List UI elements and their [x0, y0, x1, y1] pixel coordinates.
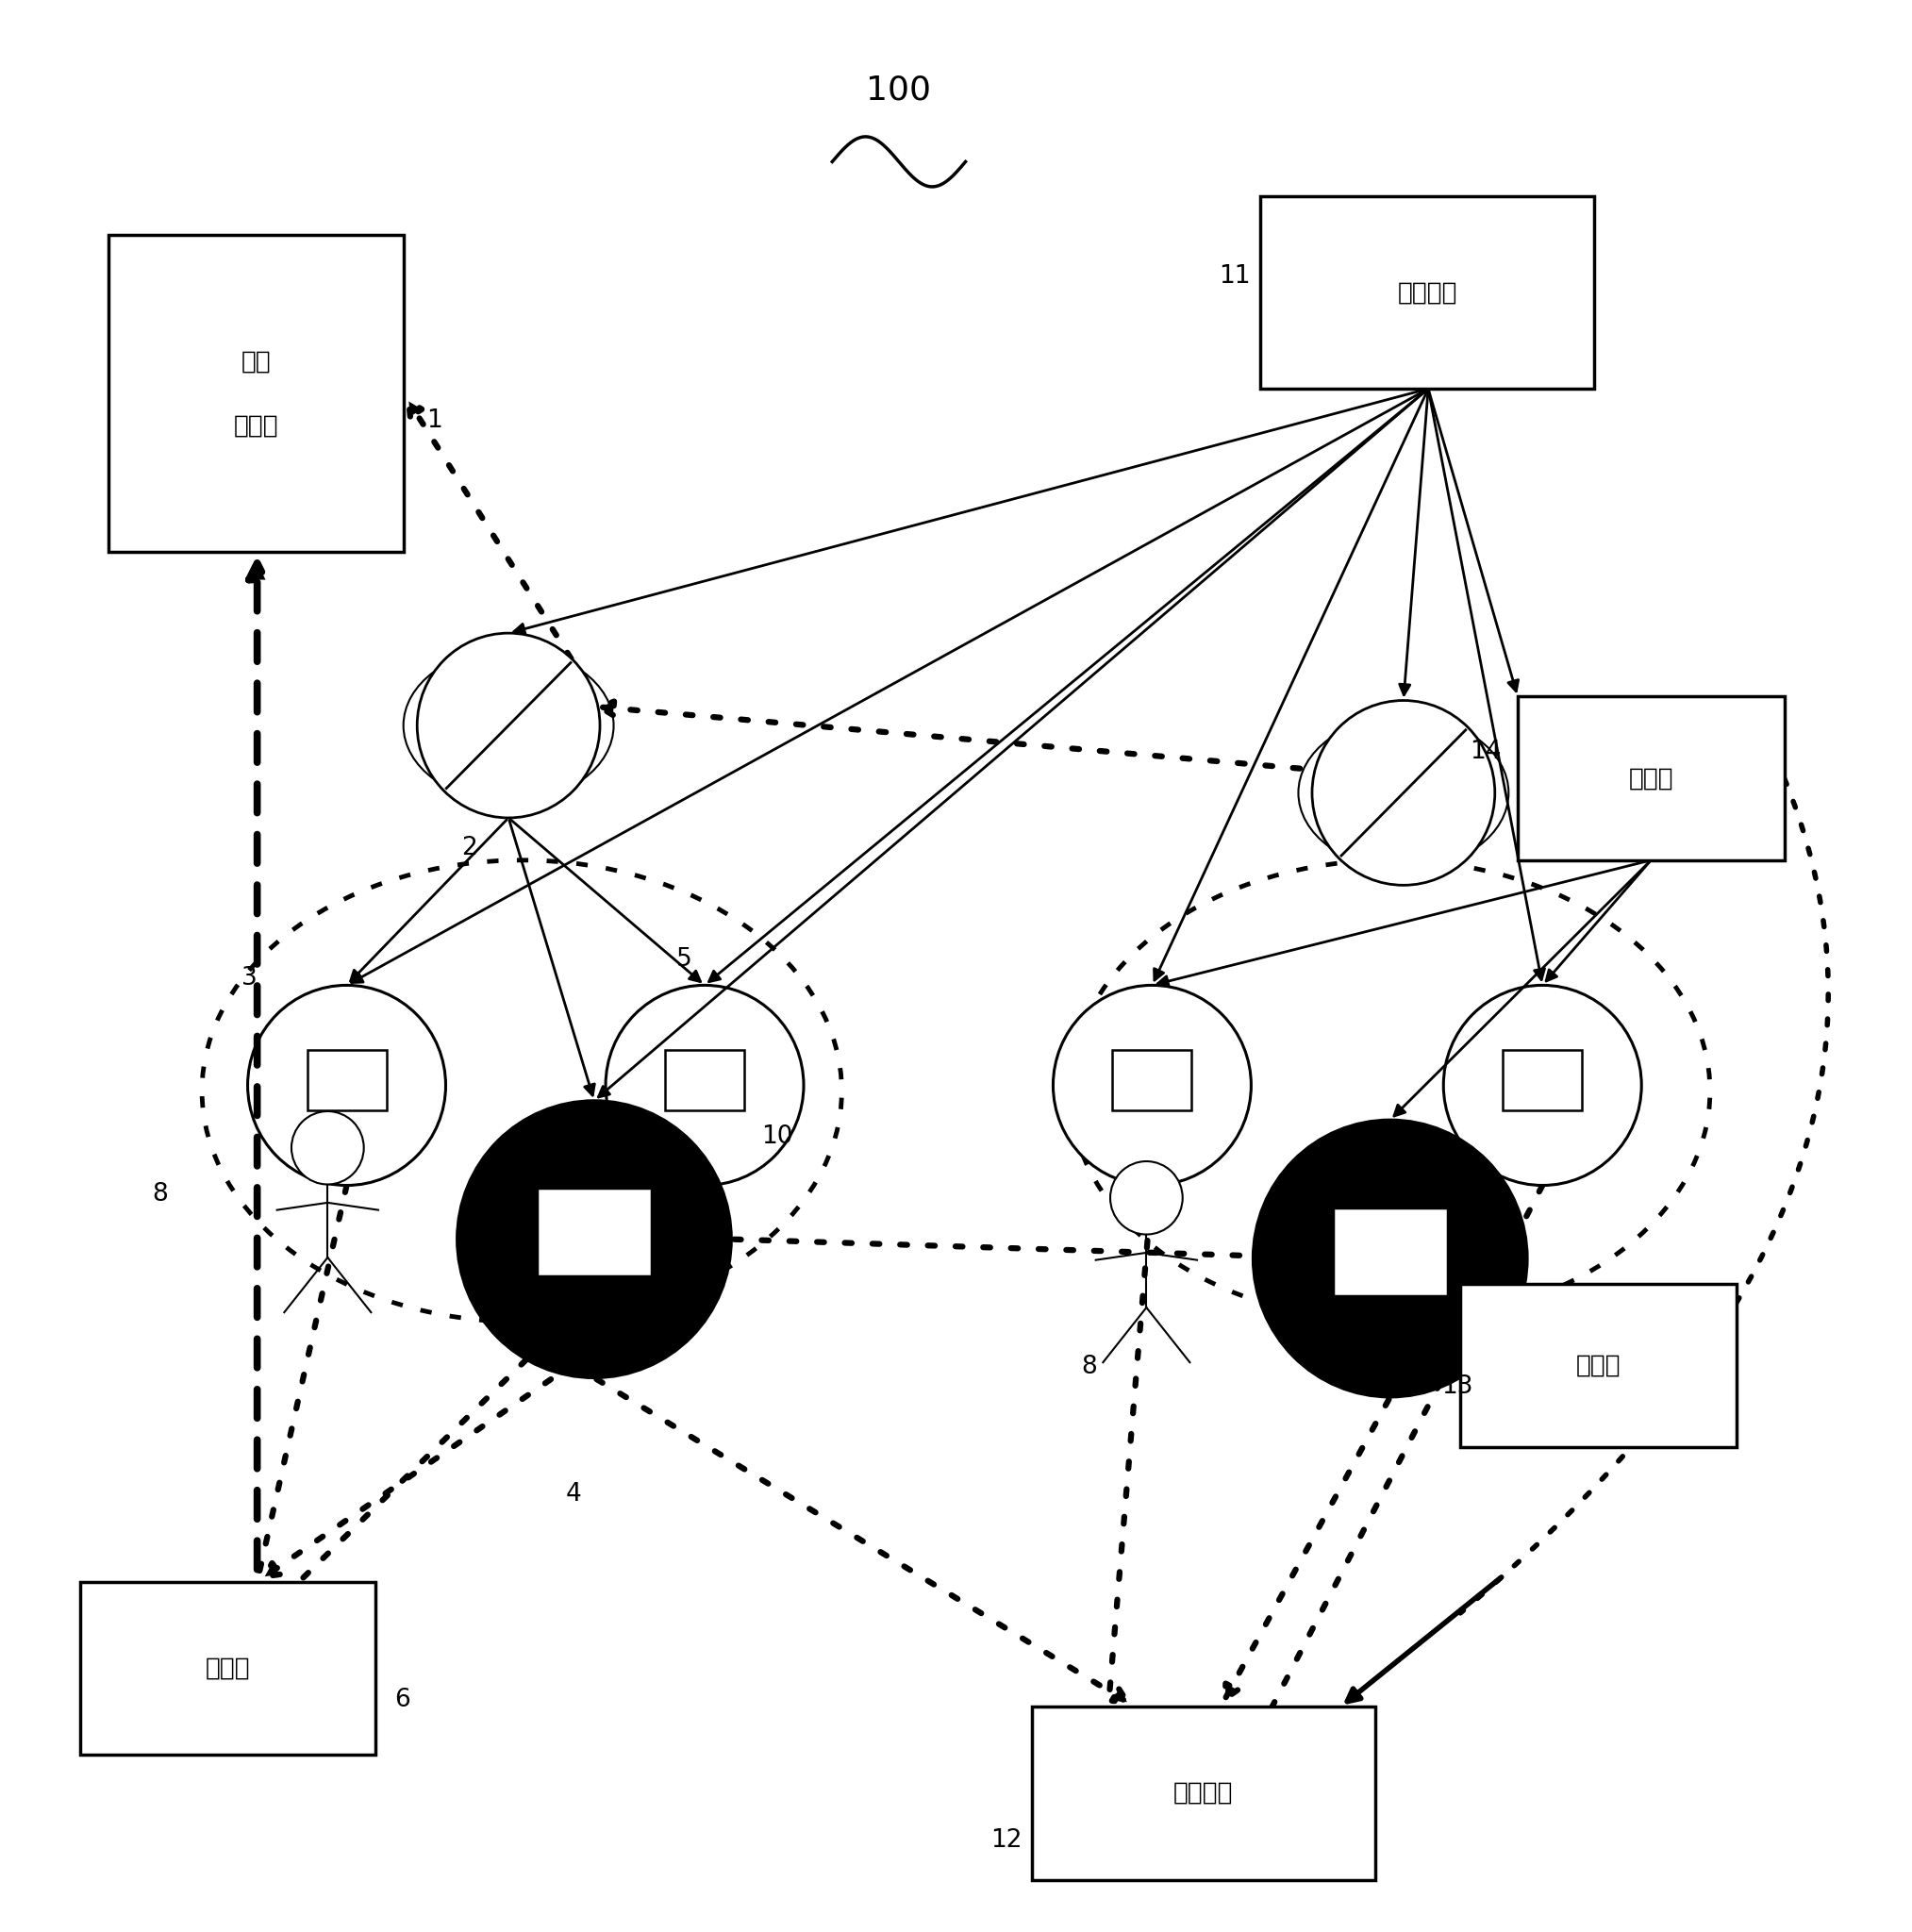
Circle shape [249, 985, 445, 1186]
Bar [1335, 1209, 1445, 1293]
Circle shape [1312, 701, 1495, 885]
Text: 3: 3 [243, 966, 258, 991]
Bar [1113, 1051, 1191, 1111]
Circle shape [1444, 985, 1642, 1186]
Circle shape [606, 985, 803, 1186]
Text: 供应装置: 供应装置 [1398, 280, 1457, 305]
Text: 压缩机: 压缩机 [1575, 1352, 1621, 1378]
Bar [1503, 1051, 1581, 1111]
Bar [665, 1051, 744, 1111]
Text: 11: 11 [1218, 265, 1250, 288]
Ellipse shape [403, 649, 614, 802]
Ellipse shape [1298, 717, 1509, 869]
Bar [1461, 1283, 1736, 1447]
Bar [308, 1051, 386, 1111]
Text: 4: 4 [566, 1482, 581, 1507]
Circle shape [1054, 985, 1250, 1186]
Text: 5: 5 [677, 947, 692, 972]
Text: 温度

控制器: 温度 控制器 [233, 350, 279, 439]
Text: 冷凝器: 冷凝器 [1629, 767, 1673, 790]
Circle shape [417, 634, 600, 817]
Circle shape [291, 1111, 363, 1184]
Text: 收集装置: 收集装置 [1174, 1781, 1233, 1806]
Text: 14: 14 [1470, 740, 1501, 763]
Bar [80, 1582, 375, 1754]
Bar [539, 1190, 648, 1273]
Text: 10: 10 [761, 1124, 793, 1150]
Bar [1032, 1706, 1375, 1880]
Text: 1: 1 [426, 408, 442, 433]
Text: 12: 12 [990, 1828, 1021, 1853]
Text: 13: 13 [1442, 1374, 1472, 1399]
Text: 6: 6 [394, 1689, 409, 1712]
Text: 100: 100 [866, 75, 931, 106]
Circle shape [1252, 1121, 1528, 1397]
Text: 8: 8 [1082, 1354, 1097, 1379]
Circle shape [1111, 1161, 1184, 1235]
Text: 8: 8 [153, 1182, 168, 1206]
Bar [109, 236, 403, 553]
Bar [1260, 197, 1595, 388]
Text: 2: 2 [461, 835, 476, 860]
Bar [1518, 697, 1784, 860]
Circle shape [457, 1101, 730, 1378]
Text: 监控台: 监控台 [205, 1656, 250, 1681]
